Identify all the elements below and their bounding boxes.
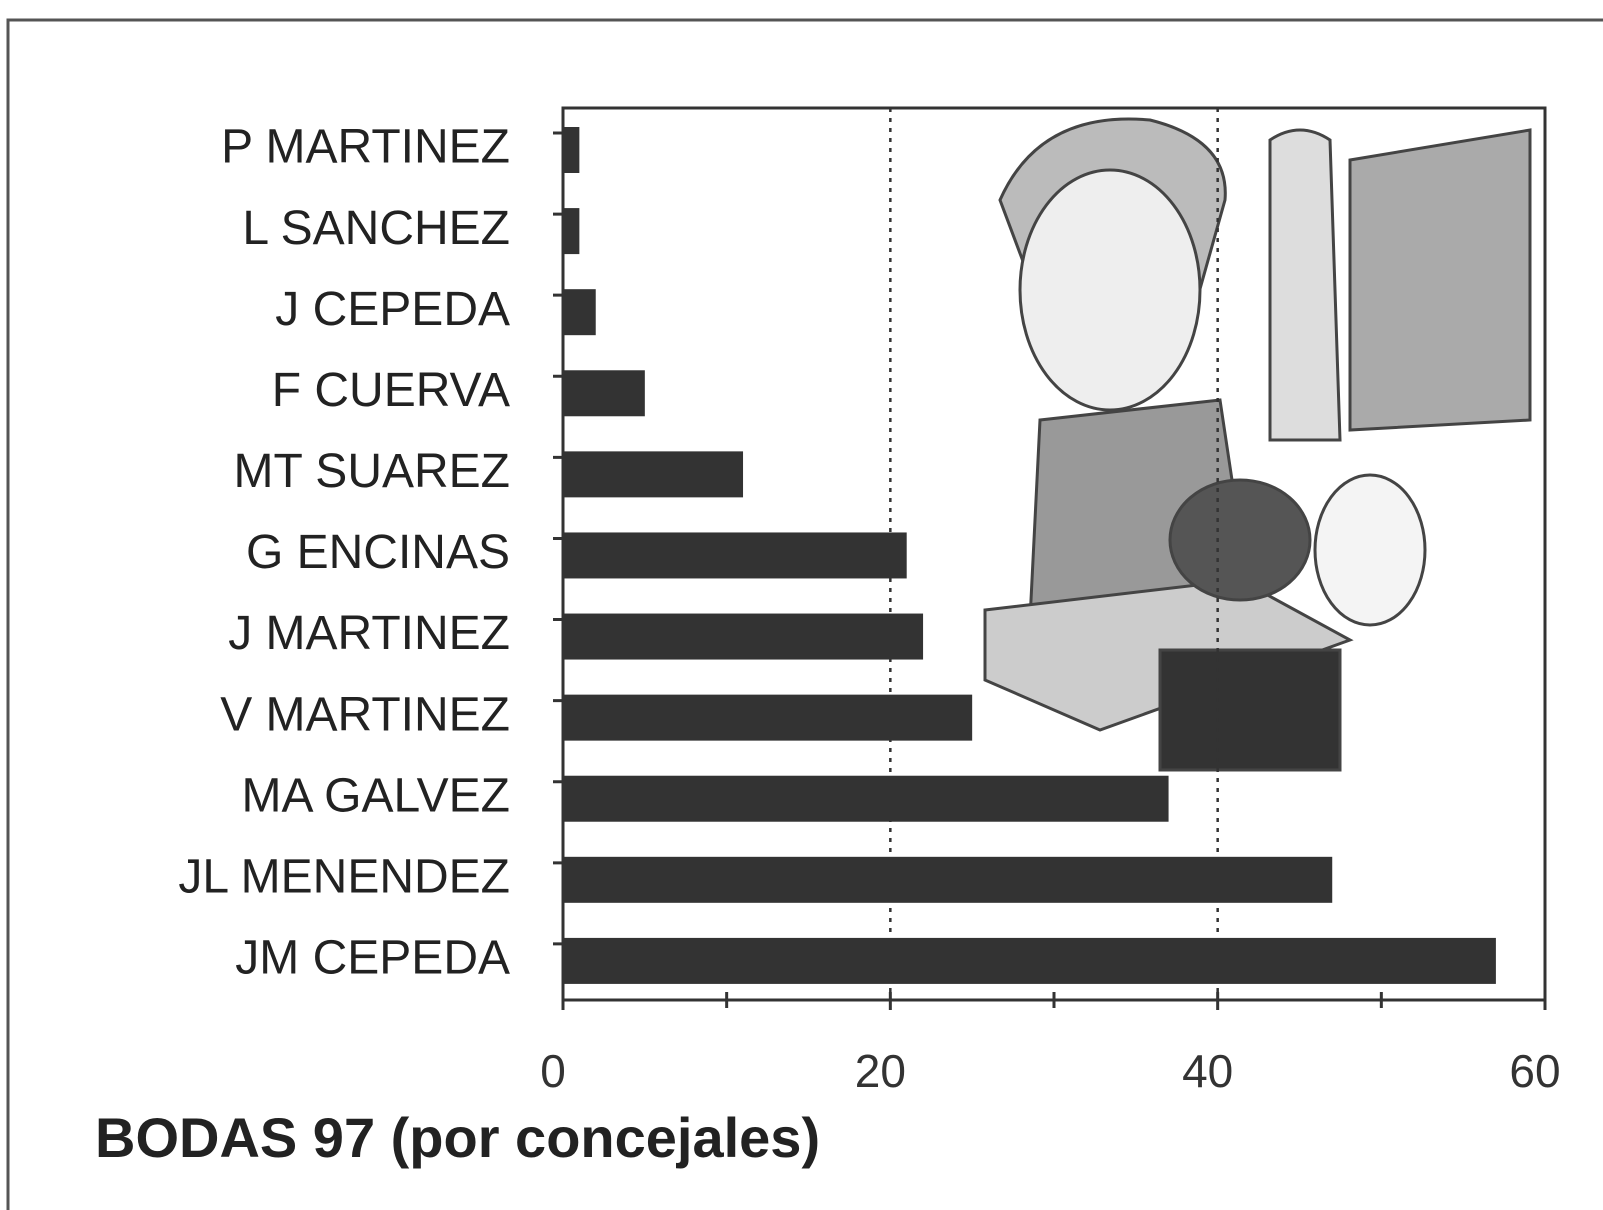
y-tick-label: V MARTINEZ	[220, 688, 510, 741]
x-tick-label: 0	[540, 1045, 566, 1097]
bar	[563, 127, 579, 173]
bar	[563, 289, 596, 335]
y-tick-label: L SANCHEZ	[242, 202, 510, 255]
bar	[563, 451, 743, 497]
x-tick-label: 20	[855, 1045, 906, 1097]
bar	[563, 938, 1496, 984]
bar	[563, 532, 907, 578]
chart: 0 20 40 60 P MARTINEZ L SANCHEZ J CEPEDA F CUER…	[0, 0, 1603, 1210]
y-tick-label: P MARTINEZ	[221, 121, 510, 174]
y-tick-label: F CUERVA	[272, 364, 510, 417]
y-tick-label: JL MENENDEZ	[178, 850, 510, 903]
bar	[563, 370, 645, 416]
y-tick-label: MA GALVEZ	[241, 769, 510, 822]
bar	[563, 776, 1169, 822]
page: {"chart_data": {"type": "bar", "orientat…	[0, 0, 1603, 1210]
y-tick-label: JM CEPEDA	[235, 932, 510, 985]
y-tick-label: MT SUAREZ	[234, 445, 510, 498]
bar	[563, 614, 923, 660]
x-tick-label: 40	[1182, 1045, 1233, 1097]
x-tick-label: 60	[1509, 1045, 1560, 1097]
y-tick-label: J MARTINEZ	[228, 607, 510, 660]
bar	[563, 857, 1332, 903]
chart-title: BODAS 97 (por concejales)	[95, 1106, 820, 1169]
bar	[563, 695, 972, 741]
bar	[563, 208, 579, 254]
y-tick-label: J CEPEDA	[275, 283, 510, 336]
illustration	[985, 119, 1530, 770]
y-tick-label: G ENCINAS	[246, 526, 510, 579]
